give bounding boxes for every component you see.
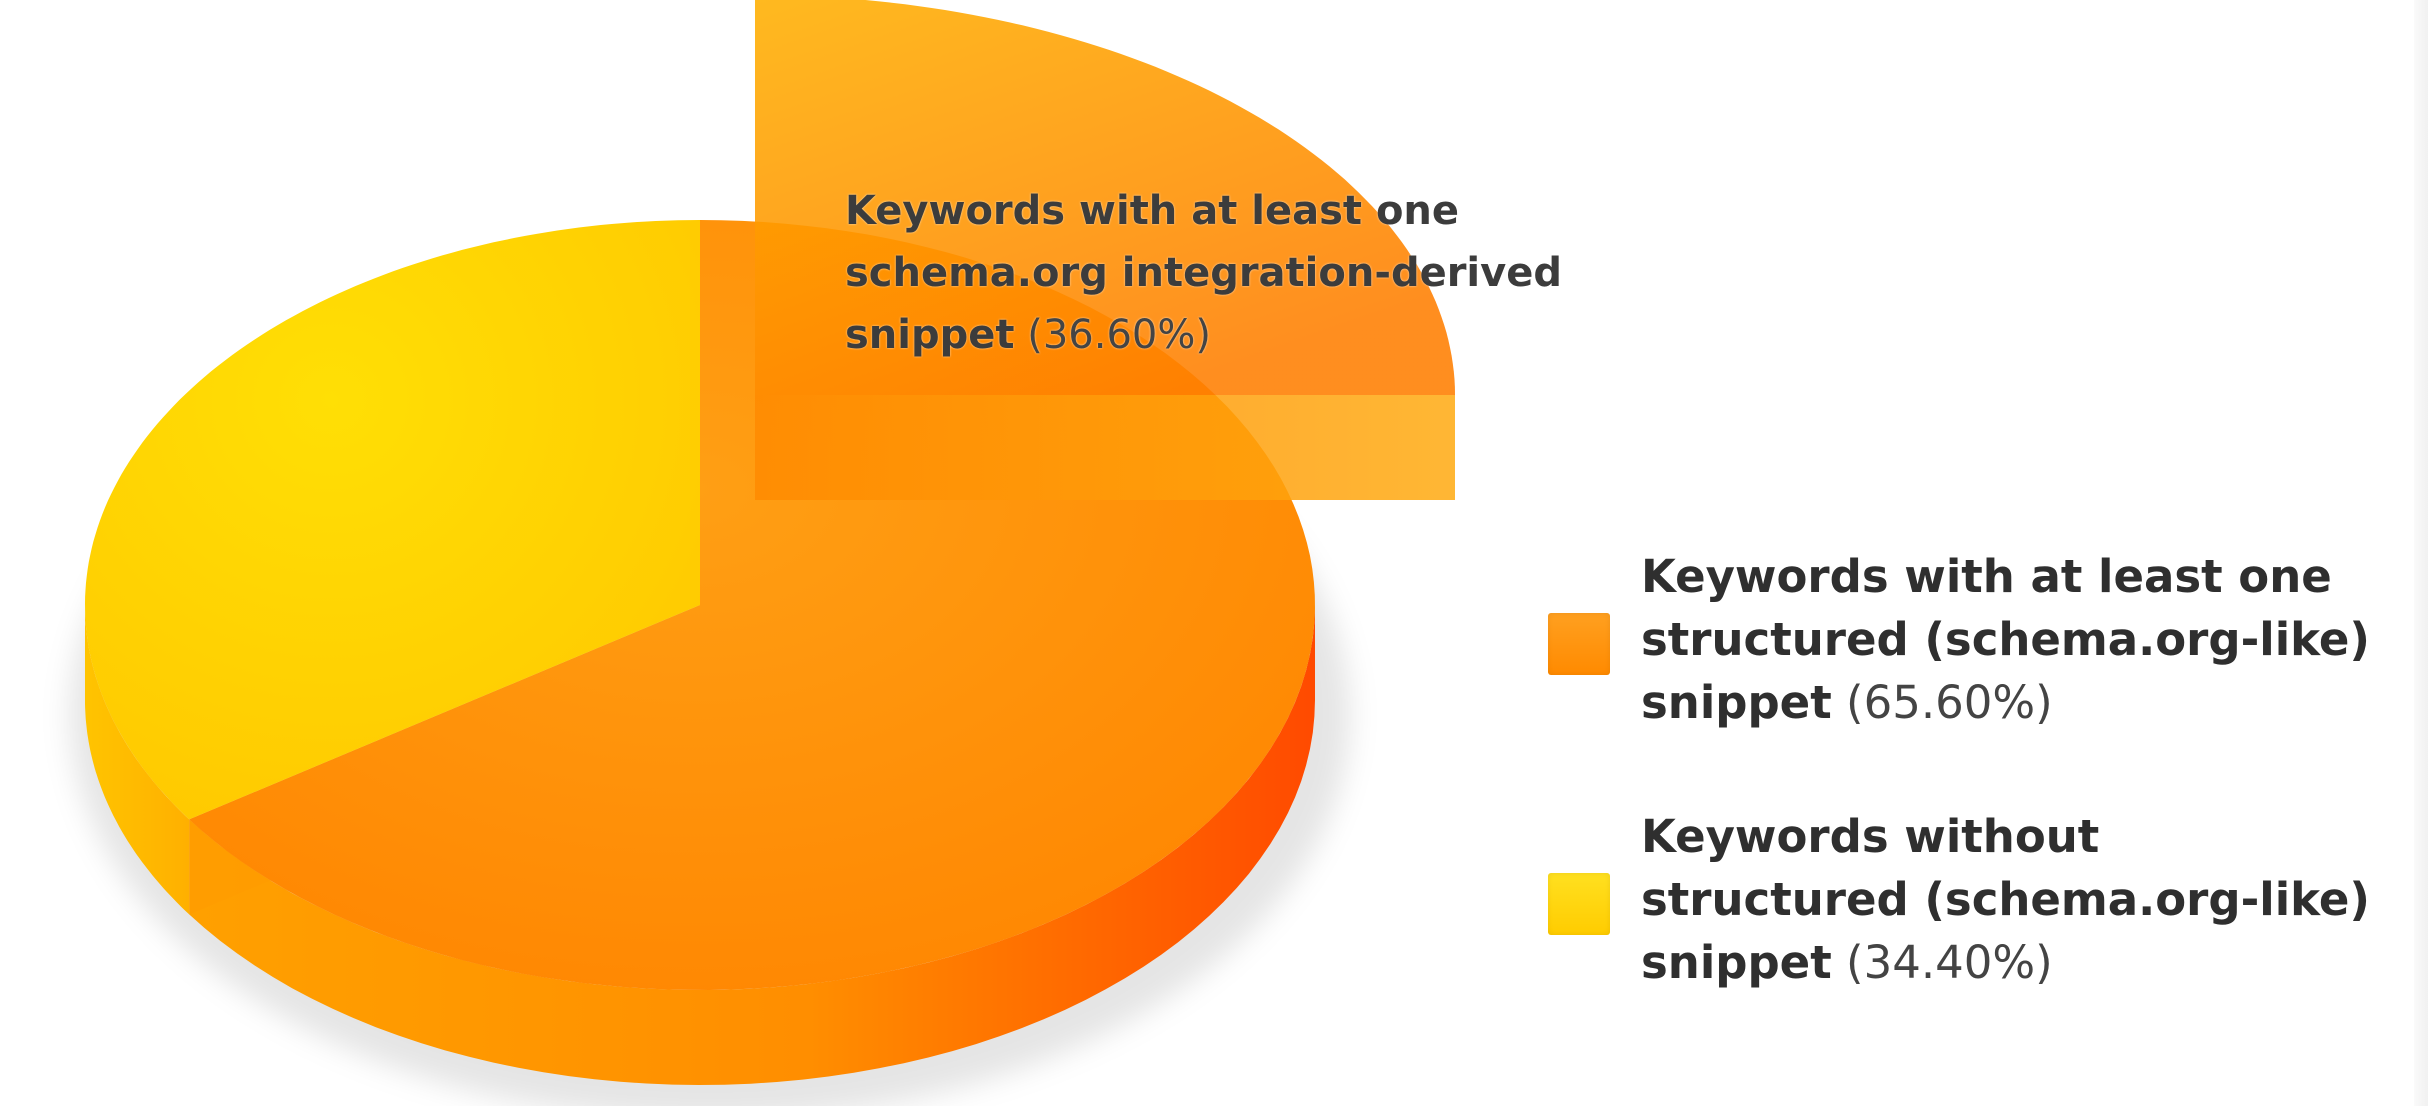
- legend-text-structured: Keywords with at least one structured (s…: [1641, 545, 2428, 734]
- legend-without-line-1: Keywords without: [1641, 810, 2100, 863]
- exploded-slice-side: [755, 395, 1455, 500]
- exploded-label-line-3: snippet (36.60%): [845, 304, 1565, 366]
- pie-slice-without: [85, 220, 700, 820]
- legend-without-line-3: snippet (34.40%): [1641, 931, 2428, 994]
- legend-item-without: Keywords without structured (schema.org-…: [1548, 805, 2428, 1005]
- exploded-label-line-3-text: snippet: [845, 312, 1015, 358]
- exploded-slice: [755, 0, 1455, 395]
- legend-without-line-2: structured (schema.org-like): [1641, 873, 2370, 926]
- legend-structured-percent: (65.60%): [1846, 676, 2053, 729]
- legend-structured-line-3: snippet (65.60%): [1641, 671, 2428, 734]
- legend-without-line-3-text: snippet: [1641, 936, 1832, 989]
- pie-slice-side-without: [85, 605, 190, 915]
- exploded-label-line-2: schema.org integration-derived: [845, 250, 1562, 296]
- legend-swatch-without: [1548, 873, 1610, 935]
- pie-group: [70, 0, 1455, 1106]
- exploded-slice-label: Keywords with at least one schema.org in…: [845, 180, 1565, 366]
- legend-item-structured: Keywords with at least one structured (s…: [1548, 545, 2428, 745]
- exploded-label-line-1: Keywords with at least one: [845, 188, 1460, 234]
- legend-text-without: Keywords without structured (schema.org-…: [1641, 805, 2428, 994]
- legend-structured-line-3-text: snippet: [1641, 676, 1832, 729]
- legend-without-percent: (34.40%): [1846, 936, 2053, 989]
- legend: Keywords with at least one structured (s…: [1548, 545, 2428, 1065]
- legend-structured-line-2: structured (schema.org-like): [1641, 613, 2370, 666]
- exploded-label-percent: (36.60%): [1027, 312, 1211, 358]
- legend-structured-line-1: Keywords with at least one: [1641, 550, 2332, 603]
- edge-strip: [2414, 0, 2428, 1106]
- pie-slice-side-structured: [189, 605, 1316, 1085]
- legend-swatch-structured: [1548, 613, 1610, 675]
